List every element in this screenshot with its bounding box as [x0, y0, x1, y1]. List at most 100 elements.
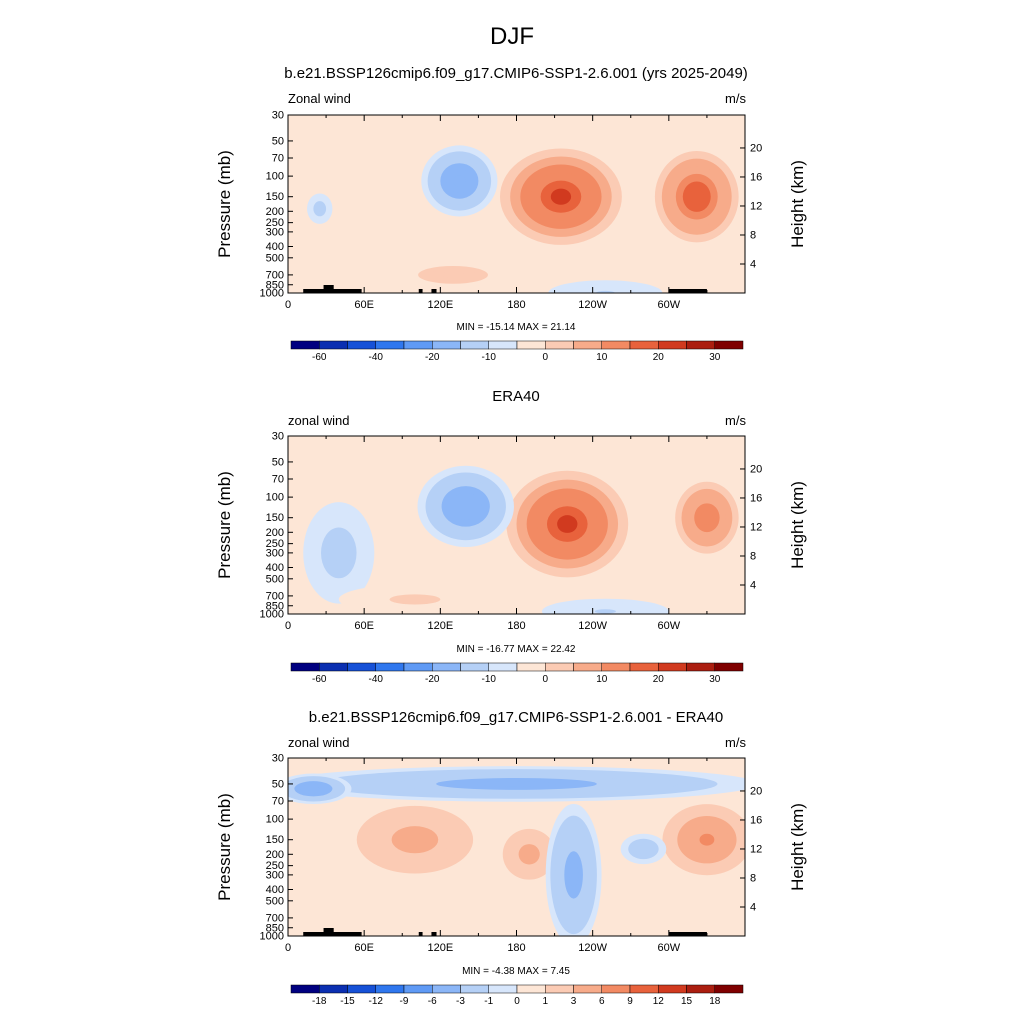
contour-band [402, 596, 428, 602]
terrain-mask [431, 932, 437, 936]
y-tick-label: 250 [266, 217, 284, 229]
contour-band [523, 849, 535, 860]
y-tick-label: 200 [266, 206, 284, 218]
y-tick-label: 850 [266, 279, 284, 291]
y-tick-label: 50 [272, 456, 284, 468]
colorbar-swatch [714, 340, 744, 350]
x-tick-label: 120E [427, 299, 453, 311]
colorbar-swatch [686, 662, 715, 672]
y-tick-label: 200 [266, 527, 284, 539]
colorbar-label: 15 [681, 996, 693, 1007]
colorbar-swatch [516, 662, 546, 672]
colorbar-label: -60 [312, 674, 327, 685]
y-right-tick-label: 16 [750, 171, 762, 183]
x-tick-label: 0 [285, 620, 291, 632]
colorbar-swatch [545, 340, 574, 350]
colorbar-label: -60 [312, 352, 327, 363]
y-right-tick-label: 4 [750, 901, 756, 913]
y-tick-label: 700 [266, 590, 284, 602]
contour-band [332, 544, 345, 562]
colorbar-label: 6 [599, 996, 605, 1007]
y-tick-label: 400 [266, 241, 284, 253]
colorbar: -60 -40 -20 -10 0 10 20 30 [290, 340, 744, 363]
y-tick-label: 70 [272, 474, 284, 486]
colorbar-swatch [488, 662, 518, 672]
minmax-label: MIN = -15.14 MAX = 21.14 [457, 322, 576, 333]
colorbar-label: -40 [369, 352, 384, 363]
colorbar-swatch [403, 984, 433, 994]
x-tick-label: 0 [285, 942, 291, 954]
x-tick-label: 60E [354, 299, 374, 311]
contour-band [689, 189, 704, 205]
colorbar-label: -3 [456, 996, 465, 1007]
colorbar-swatch [488, 340, 518, 350]
colorbar-label: 20 [653, 352, 665, 363]
x-tick-label: 120W [578, 620, 607, 632]
terrain-mask [303, 932, 337, 936]
y-tick-label: 30 [272, 110, 284, 122]
terrain-mask [345, 932, 362, 936]
y-tick-label: 400 [266, 562, 284, 574]
colorbar-swatch [629, 340, 659, 350]
colorbar-label: 3 [571, 996, 577, 1007]
colorbar-label: -15 [340, 996, 355, 1007]
minmax-label: MIN = -16.77 MAX = 22.42 [457, 644, 576, 655]
panel-title: b.e21.BSSP126cmip6.f09_g17.CMIP6-SSP1-2.… [309, 709, 723, 726]
contour-plot: 3050701001502002503004005007008501000481… [260, 431, 763, 633]
x-tick-label: 60W [658, 620, 681, 632]
contour-plot: 3050701001502002503004005007008501000481… [260, 753, 763, 955]
contour-band [550, 188, 572, 205]
colorbar-swatch [601, 340, 631, 350]
y-tick-label: 1000 [260, 931, 284, 943]
y-tick-label: 300 [266, 226, 284, 238]
colorbar-swatch [601, 984, 631, 994]
y-right-tick-label: 20 [750, 785, 762, 797]
colorbar-swatch [432, 662, 461, 672]
y-tick-label: 30 [272, 753, 284, 765]
y-tick-label: 300 [266, 547, 284, 559]
y-tick-label: 150 [266, 834, 284, 846]
colorbar-swatch [290, 662, 320, 672]
y-tick-label: 50 [272, 778, 284, 790]
panel-variable-label: zonal wind [288, 735, 349, 750]
colorbar-swatch [658, 340, 687, 350]
colorbar-swatch [375, 984, 405, 994]
y-tick-label: 700 [266, 269, 284, 281]
colorbar-swatch [714, 984, 744, 994]
colorbar-swatch [347, 662, 376, 672]
colorbar-swatch [290, 340, 320, 350]
colorbar-swatch [601, 662, 631, 672]
contour-band [699, 833, 715, 846]
colorbar-swatch [686, 340, 715, 350]
y-tick-label: 400 [266, 884, 284, 896]
colorbar-swatch [686, 984, 715, 994]
minmax-label: MIN = -4.38 MAX = 7.45 [462, 966, 570, 977]
colorbar-swatch [629, 984, 659, 994]
colorbar-swatch [403, 340, 433, 350]
colorbar-label: 18 [709, 996, 721, 1007]
x-tick-label: 60W [658, 942, 681, 954]
colorbar-label: 0 [514, 996, 520, 1007]
contour-band [317, 206, 322, 212]
colorbar-label: -9 [400, 996, 409, 1007]
colorbar-swatch [488, 984, 518, 994]
y-tick-label: 70 [272, 796, 284, 808]
colorbar-label: -12 [369, 996, 384, 1007]
colorbar-swatch [319, 662, 348, 672]
y-right-tick-label: 8 [750, 550, 756, 562]
x-tick-label: 180 [507, 942, 525, 954]
y-tick-label: 100 [266, 814, 284, 826]
y-tick-label: 250 [266, 538, 284, 550]
y-axis-label: Pressure (mb) [215, 471, 234, 579]
colorbar-label: 30 [709, 674, 721, 685]
colorbar-swatch [714, 662, 744, 672]
panel-units-label: m/s [725, 413, 746, 428]
y-tick-label: 70 [272, 153, 284, 165]
contour-fills [303, 465, 745, 614]
contour-band [453, 175, 466, 187]
colorbar-swatch [516, 340, 546, 350]
colorbar-label: 20 [653, 674, 665, 685]
colorbar-swatch [460, 340, 489, 350]
panel-difference: b.e21.BSSP126cmip6.f09_g17.CMIP6-SSP1-2.… [215, 709, 807, 1007]
